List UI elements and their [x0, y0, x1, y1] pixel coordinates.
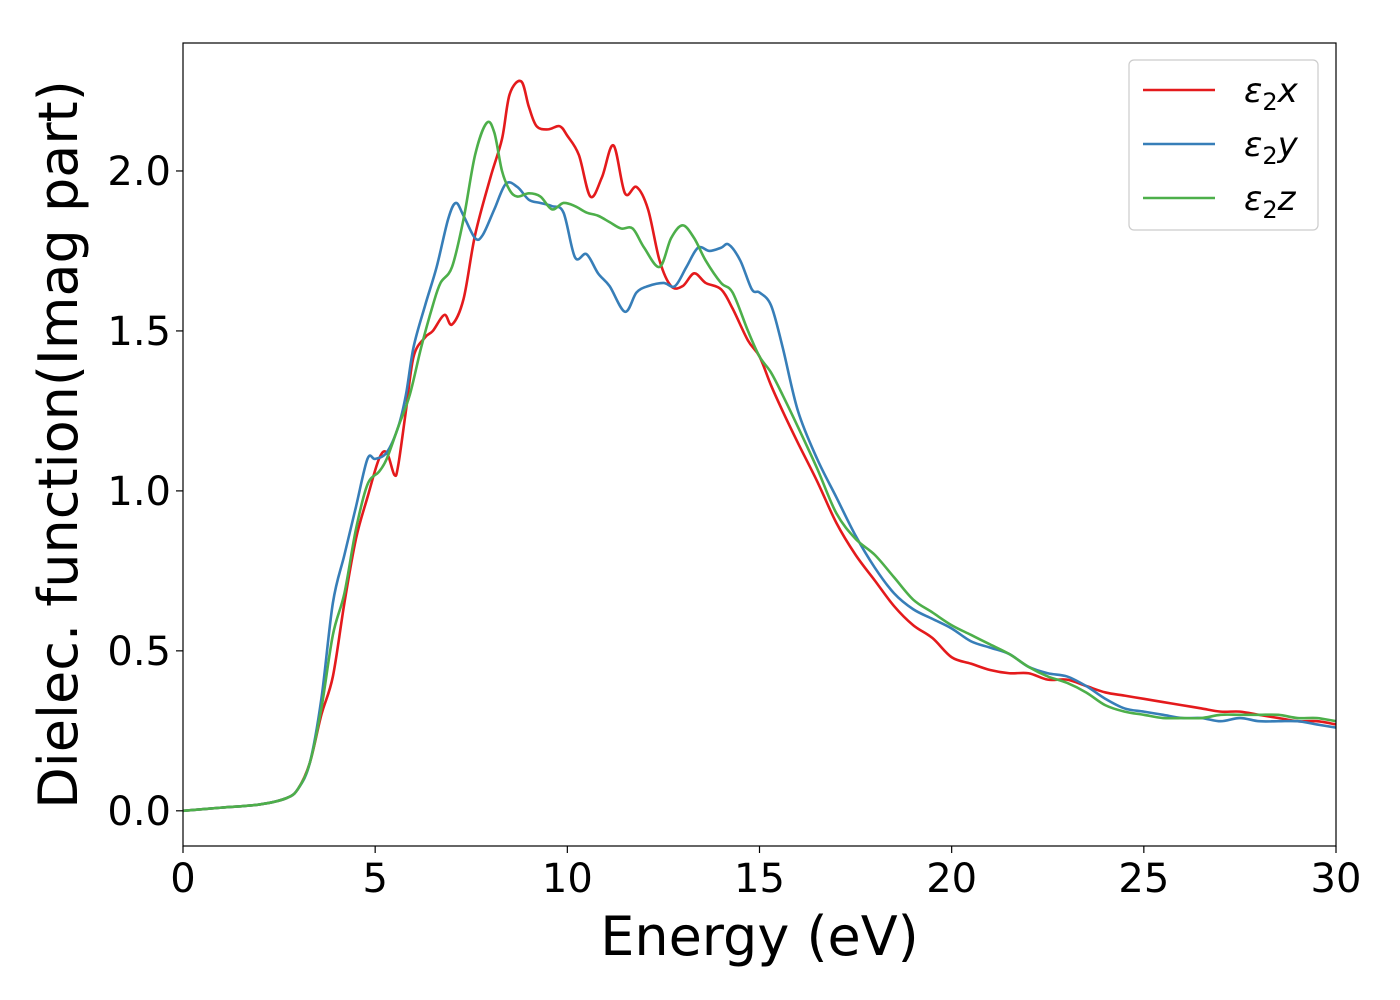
- series-line-y: [183, 181, 1336, 813]
- y-tick-label: 1.5: [107, 309, 171, 355]
- legend-frame: [1128, 59, 1319, 231]
- x-tick-label: 15: [734, 856, 785, 902]
- x-tick-label: 5: [362, 856, 387, 902]
- y-axis-label: Dielec. function(Imag part): [27, 80, 90, 809]
- x-tick-label: 25: [1118, 856, 1169, 902]
- y-tick-label: 1.0: [107, 469, 171, 515]
- legend-label-y: ε2y: [1244, 125, 1299, 170]
- series-line-z: [183, 120, 1336, 813]
- x-tick-label: 30: [1311, 856, 1362, 902]
- x-axis-label: Energy (eV): [600, 905, 919, 968]
- y-tick-label: 2.0: [107, 149, 171, 195]
- y-tick-label: 0.0: [107, 789, 171, 835]
- x-tick-label: 0: [170, 856, 195, 902]
- legend-label-x: ε2x: [1244, 71, 1299, 116]
- y-tick-label: 0.5: [107, 629, 171, 675]
- x-tick-label: 20: [926, 856, 977, 902]
- series-lines: [183, 79, 1336, 813]
- x-tick-label: 10: [542, 856, 593, 902]
- legend-label-z: ε2z: [1244, 179, 1297, 224]
- legend: ε2x ε2y ε2z: [1128, 59, 1319, 231]
- axis-ticks: 0 5 10 15 20 25 30 0.0 0.5 1.0 1.5 2.0: [107, 149, 1361, 902]
